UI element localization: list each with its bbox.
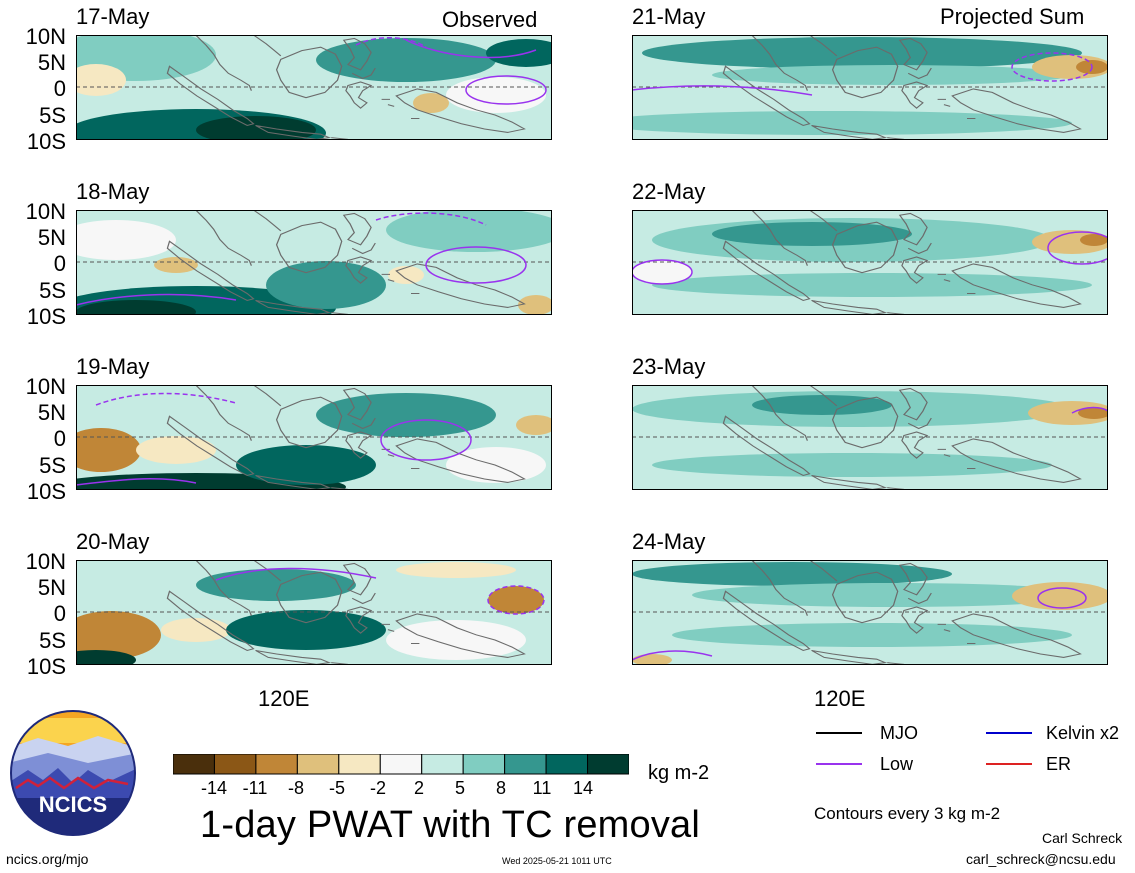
colorbar-box (296, 754, 340, 775)
legend-label-kelvin: Kelvin x2 (1046, 723, 1120, 743)
colorbar-box (173, 754, 215, 775)
cb-label: 8 (495, 778, 506, 798)
map-panel-19-may (76, 385, 552, 490)
lat-10n: 10N (25, 24, 66, 49)
lat-0: 0 (53, 426, 66, 451)
lat-10n: 10N (25, 549, 66, 574)
lat-5n: 5N (37, 50, 66, 75)
lat-10n: 10N (25, 199, 66, 224)
legend-line-mjo (816, 732, 862, 734)
lat-5n: 5N (37, 575, 66, 600)
legend-line-er (986, 763, 1032, 765)
panel-date-19-may: 19-May (76, 354, 150, 379)
colorbar-box (587, 754, 629, 775)
panel-date-18-may: 18-May (76, 179, 150, 204)
legend-line-low (816, 763, 862, 765)
lat-10n: 10N (25, 374, 66, 399)
colorbar-units: kg m-2 (648, 762, 710, 784)
cb-label: -5 (328, 778, 345, 798)
colorbar-box (545, 754, 589, 775)
map-panel-21-may (632, 35, 1108, 140)
lon-label-right: 120E (814, 686, 866, 711)
colorbar-box (213, 754, 257, 775)
footer-timestamp: Wed 2025-05-21 1011 UTC (502, 856, 612, 866)
lat-10s: 10S (26, 479, 66, 504)
colorbar-box (421, 754, 464, 775)
lat-0: 0 (53, 251, 66, 276)
colorbar (173, 754, 629, 775)
legend-label-low: Low (880, 754, 914, 774)
map-panel-23-may (632, 385, 1108, 490)
cb-label: 11 (532, 778, 552, 798)
lat-5s: 5S (39, 628, 66, 653)
cb-label: -8 (287, 778, 304, 798)
footer-email[interactable]: carl_schreck@ncsu.edu (966, 851, 1116, 867)
lat-5s: 5S (39, 278, 66, 303)
lat-5s: 5S (39, 453, 66, 478)
lon-label-left: 120E (258, 686, 310, 711)
lat-0: 0 (53, 601, 66, 626)
cb-label: 2 (413, 778, 424, 798)
legend-line-kelvin (986, 732, 1032, 734)
lat-5n: 5N (37, 400, 66, 425)
ncics-logo: NCICS (10, 710, 136, 836)
cb-label: 14 (572, 778, 594, 798)
panel-date-22-may: 22-May (632, 179, 706, 204)
lat-10s: 10S (26, 129, 66, 154)
cb-label: -11 (242, 778, 268, 798)
lat-10s: 10S (26, 304, 66, 329)
lat-10s: 10S (26, 654, 66, 679)
figure-title: 1-day PWAT with TC removal (200, 804, 701, 846)
legend-label-mjo: MJO (880, 723, 918, 743)
colorbar-box (379, 754, 423, 775)
cb-label: -14 (200, 778, 227, 798)
legend-label-er: ER (1046, 754, 1072, 774)
colorbar-box (462, 754, 506, 775)
panel-date-20-may: 20-May (76, 529, 150, 554)
footer-url[interactable]: ncics.org/mjo (6, 851, 89, 867)
contour-note: Contours every 3 kg m-2 (814, 804, 1001, 823)
map-panel-24-may (632, 560, 1108, 665)
panel-date-21-may: 21-May (632, 4, 706, 29)
logo-text: NCICS (39, 792, 107, 817)
cb-label: -2 (369, 778, 386, 798)
cb-label: 5 (454, 778, 465, 798)
observed-header: Observed (442, 7, 538, 32)
map-panel-20-may (76, 560, 552, 665)
lat-0: 0 (53, 76, 66, 101)
lat-5s: 5S (39, 103, 66, 128)
projected-header: Projected Sum (940, 4, 1085, 29)
map-panel-22-may (632, 210, 1108, 315)
colorbar-box (504, 754, 547, 775)
colorbar-box (338, 754, 381, 775)
map-panel-18-may (76, 210, 552, 315)
lat-5n: 5N (37, 225, 66, 250)
panel-date-23-may: 23-May (632, 354, 706, 379)
panel-date-17-may: 17-May (76, 4, 150, 29)
panel-date-24-may: 24-May (632, 529, 706, 554)
map-panel-17-may (76, 35, 552, 140)
footer-author: Carl Schreck (1042, 830, 1123, 846)
colorbar-box (255, 754, 298, 775)
